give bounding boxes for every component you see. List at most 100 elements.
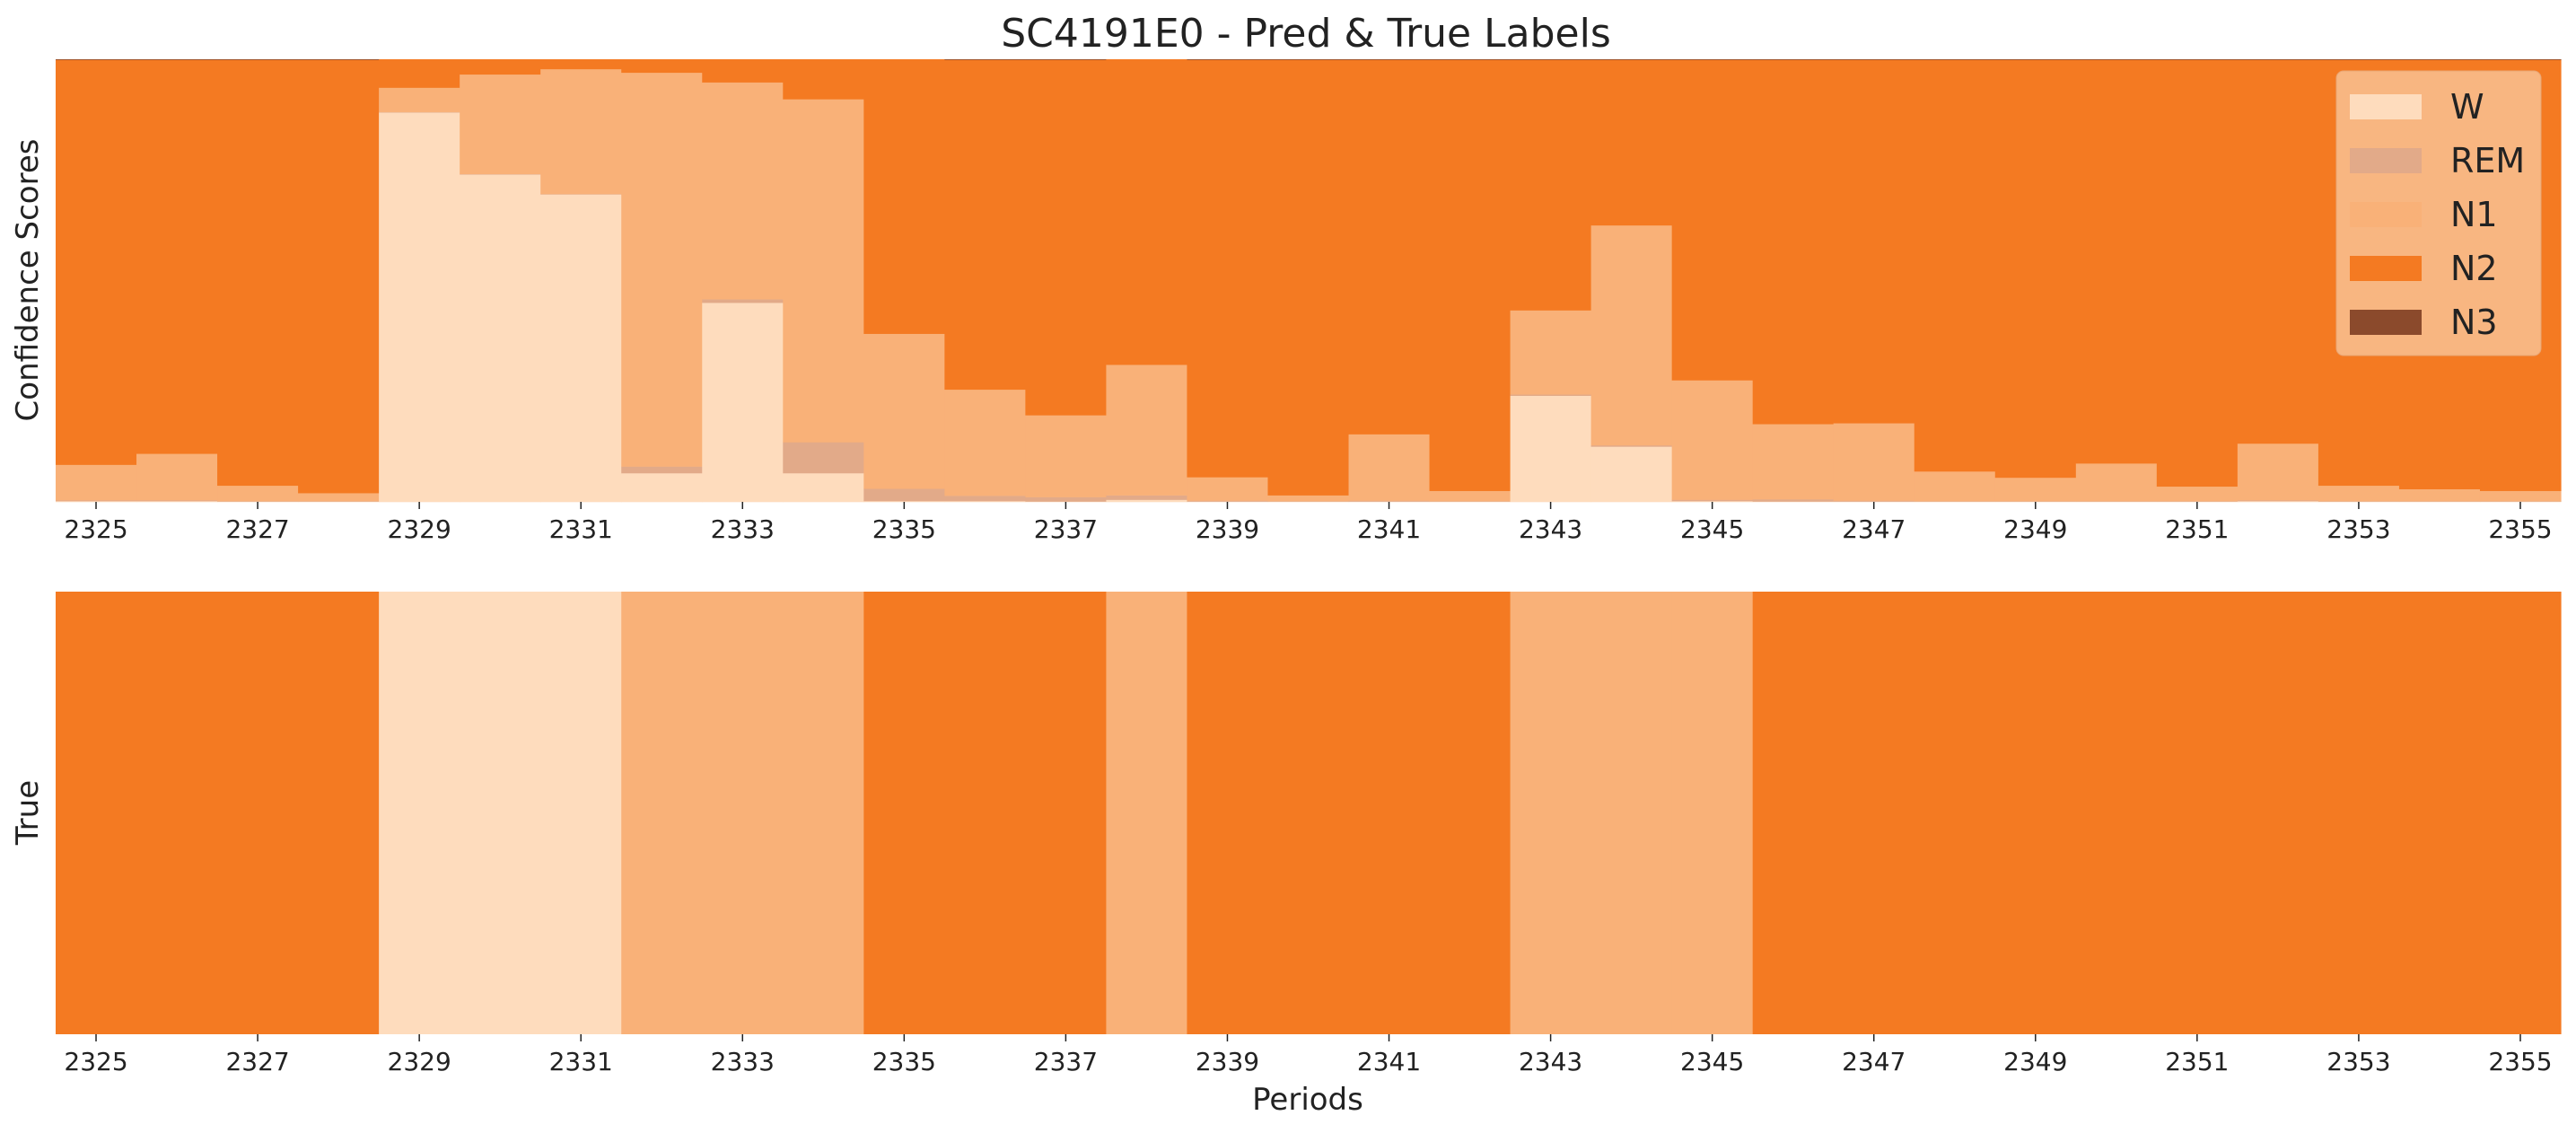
- bar-n1-2336: [944, 389, 1026, 496]
- top-x-tick-label-2353: 2353: [2326, 514, 2390, 544]
- bar-n3-2342: [1429, 59, 1511, 60]
- top-y-axis-label: Confidence Scores: [10, 139, 46, 422]
- top-x-tick-label-2347: 2347: [1842, 514, 1906, 544]
- bar-n2-2330: [460, 59, 541, 75]
- bar-rem-2339: [1187, 500, 1269, 502]
- bar-rem-2347: [1833, 500, 1915, 502]
- bar-n2-2344: [1590, 59, 1673, 226]
- top-x-tick-label-2355: 2355: [2488, 514, 2552, 544]
- bar-rem-2338: [1106, 495, 1188, 500]
- bar-w-2352: [2237, 501, 2319, 503]
- bar-rem-2343: [1510, 394, 1592, 396]
- bar-rem-2333: [702, 299, 784, 303]
- true-label-2332: [621, 592, 703, 1034]
- true-label-2337: [1025, 592, 1108, 1034]
- bar-rem-2329: [379, 111, 460, 113]
- bar-w-2355: [2479, 501, 2562, 503]
- bar-n1-2342: [1429, 490, 1511, 502]
- true-label-2325: [56, 592, 137, 1034]
- bar-n2-2346: [1752, 59, 1835, 425]
- top-x-tick-label-2345: 2345: [1680, 514, 1744, 544]
- true-label-2348: [1914, 592, 1996, 1034]
- bar-n1-2335: [863, 333, 945, 489]
- bar-w-2354: [2398, 501, 2481, 503]
- legend-swatch-n2: [2350, 256, 2422, 281]
- true-label-2349: [1994, 592, 2077, 1034]
- top-x-tick-label-2351: 2351: [2165, 514, 2229, 544]
- bar-w-2326: [136, 501, 218, 503]
- bar-n2-2345: [1671, 59, 1754, 381]
- bar-w-2325: [56, 501, 137, 503]
- bar-n1-2325: [56, 464, 137, 501]
- bar-n1-2352: [2237, 443, 2319, 501]
- legend-swatch-rem: [2350, 148, 2422, 173]
- bar-n1-2350: [2075, 463, 2158, 502]
- true-label-2338: [1106, 592, 1188, 1034]
- bar-rem-2326: [136, 500, 218, 502]
- bar-n1-2330: [460, 74, 541, 174]
- bar-w-2350: [2075, 501, 2158, 503]
- bar-n3-2343: [1510, 59, 1592, 60]
- bar-n3-2355: [2479, 59, 2562, 60]
- bar-rem-2344: [1590, 444, 1673, 447]
- bar-n1-2341: [1348, 434, 1431, 501]
- true-label-2345: [1671, 592, 1754, 1034]
- bar-n2-2325: [56, 59, 137, 465]
- bar-rem-2350: [2075, 501, 2158, 502]
- legend-box: [2335, 70, 2542, 356]
- bar-n2-2338: [1106, 59, 1188, 365]
- bar-n3-2337: [1025, 59, 1108, 60]
- bar-n1-2334: [783, 99, 864, 443]
- bar-n3-2346: [1752, 59, 1835, 60]
- x-axis-label: Periods: [1252, 1082, 1363, 1118]
- bar-n1-2345: [1671, 380, 1754, 500]
- bar-n1-2339: [1187, 477, 1269, 501]
- bar-n2-2337: [1025, 59, 1108, 416]
- bar-w-2332: [621, 472, 703, 503]
- bar-rem-2345: [1671, 499, 1754, 502]
- bar-n1-2337: [1025, 415, 1108, 497]
- bottom-x-tick-label-2339: 2339: [1196, 1047, 1259, 1076]
- bar-w-2339: [1187, 501, 1269, 503]
- bar-n2-2326: [136, 59, 218, 454]
- bottom-x-tick-label-2355: 2355: [2488, 1047, 2552, 1076]
- true-label-2346: [1752, 592, 1835, 1034]
- bar-n1-2326: [136, 453, 218, 501]
- bar-n1-2351: [2156, 486, 2239, 502]
- bar-n2-2349: [1994, 59, 2077, 479]
- bottom-x-tick-label-2333: 2333: [711, 1047, 775, 1076]
- bar-rem-2328: [298, 501, 380, 502]
- bar-n3-2325: [56, 59, 137, 60]
- bar-n3-2354: [2398, 59, 2481, 60]
- bar-n1-2329: [379, 87, 460, 112]
- top-x-tick-label-2341: 2341: [1357, 514, 1421, 544]
- bar-rem-2325: [56, 500, 137, 502]
- top-x-tick-label-2343: 2343: [1519, 514, 1582, 544]
- bar-n2-2342: [1429, 59, 1511, 491]
- bar-rem-2353: [2318, 501, 2400, 502]
- bar-rem-2330: [460, 173, 541, 175]
- bar-n3-2353: [2318, 59, 2400, 60]
- bar-n3-2347: [1833, 59, 1915, 60]
- true-label-2352: [2237, 592, 2319, 1034]
- bar-n1-2346: [1752, 424, 1835, 500]
- bar-rem-2355: [2479, 501, 2562, 502]
- chart-title: SC4191E0 - Pred & True Labels: [1001, 11, 1611, 57]
- bar-n2-2348: [1914, 59, 1996, 472]
- bar-n2-2331: [540, 59, 622, 70]
- bar-rem-2341: [1348, 500, 1431, 502]
- true-label-2339: [1187, 592, 1269, 1034]
- true-label-2330: [460, 592, 541, 1034]
- true-label-2335: [863, 592, 945, 1034]
- bar-n1-2332: [621, 72, 703, 467]
- bar-rem-2332: [621, 466, 703, 474]
- bar-n2-2341: [1348, 59, 1431, 435]
- true-label-2333: [702, 592, 784, 1034]
- top-plot: 2325 2327 2329 2331 2333 2335 2337 2339 2341 2343…: [10, 59, 2562, 544]
- bar-rem-2334: [783, 442, 864, 474]
- true-label-2347: [1833, 592, 1915, 1034]
- bar-n1-2355: [2479, 490, 2562, 502]
- bar-rem-2336: [944, 496, 1026, 502]
- bar-n2-2351: [2156, 59, 2239, 487]
